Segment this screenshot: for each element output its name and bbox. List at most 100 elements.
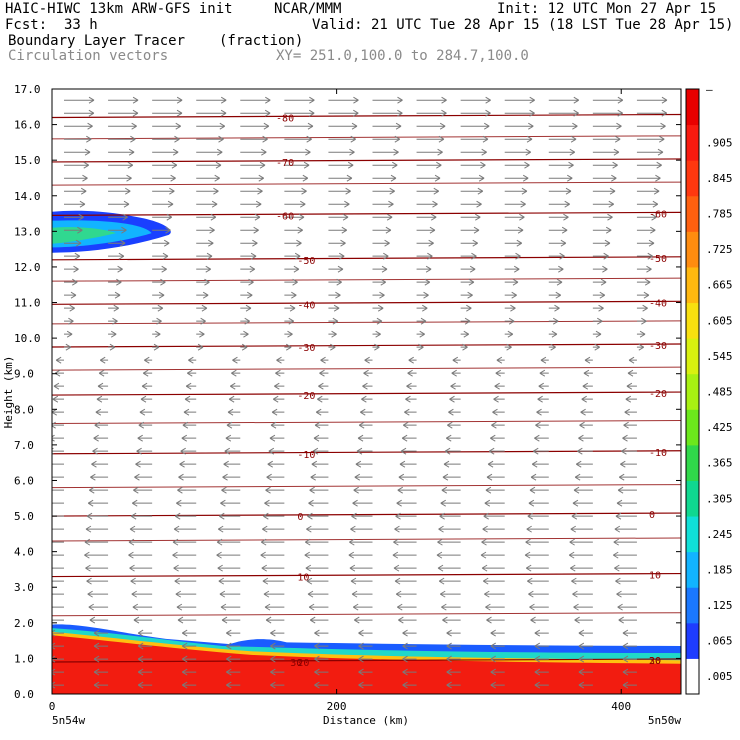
colorbar-label: .245 (706, 528, 733, 541)
wind-arrow (447, 421, 461, 429)
wind-arrow (276, 356, 285, 364)
wind-arrow (271, 408, 285, 416)
wind-arrow (308, 499, 329, 507)
wind-arrow (573, 603, 593, 611)
wind-arrow (623, 421, 637, 429)
wind-arrow (52, 421, 64, 429)
wind-arrow (140, 395, 153, 403)
wind-arrow (460, 109, 491, 117)
wind-arrow (137, 668, 153, 676)
wind-arrow (441, 603, 461, 611)
wind-arrow (460, 187, 484, 195)
wind-arrow (240, 161, 266, 169)
wind-arrow (183, 408, 197, 416)
wind-arrow (52, 447, 64, 455)
wind-arrow (53, 382, 64, 390)
wind-arrow (136, 447, 153, 455)
wind-arrow (308, 603, 329, 611)
wind-arrow (574, 473, 593, 481)
wind-arrow (527, 512, 549, 520)
wind-arrow (636, 317, 647, 325)
wind-arrow (397, 486, 417, 494)
wind-arrow (108, 330, 117, 338)
wind-arrow (261, 564, 285, 572)
y-tick-label: 17.0 (14, 83, 41, 96)
wind-arrow (226, 668, 241, 676)
wind-arrow (416, 161, 442, 169)
y-tick-label: 3.0 (14, 581, 34, 594)
wind-arrow (622, 629, 637, 637)
wind-arrow (402, 642, 417, 650)
wind-arrow (328, 265, 344, 273)
wind-arrow (152, 304, 164, 312)
contour-label: -10 (297, 450, 315, 461)
wind-arrow (314, 668, 329, 676)
wind-arrow (220, 603, 241, 611)
wind-arrow (196, 317, 206, 325)
wind-arrow (504, 226, 524, 234)
wind-arrow (396, 499, 417, 507)
wind-arrow (240, 239, 258, 247)
wind-arrow (578, 629, 593, 637)
wind-arrow (579, 421, 593, 429)
tracer-field (52, 210, 681, 694)
wind-arrow (240, 122, 270, 130)
wind-arrow (393, 538, 417, 546)
wind-arrow (64, 278, 78, 286)
colorbar-frame (685, 88, 700, 695)
wind-arrow (284, 291, 297, 299)
wind-arrow (400, 447, 417, 455)
contour-label: -20 (297, 391, 315, 402)
wind-arrow (548, 96, 580, 104)
wind-arrow (592, 109, 623, 117)
contour-line (52, 512, 681, 517)
wind-arrow (264, 603, 285, 611)
wind-arrow (144, 356, 153, 364)
wind-arrow (372, 122, 402, 130)
wind-arrow (216, 551, 241, 559)
wind-arrow (504, 213, 525, 221)
wind-arrow (460, 135, 489, 143)
wind-arrow (535, 421, 549, 429)
wind-arrow (240, 109, 271, 117)
wind-arrow (181, 629, 197, 637)
wind-arrow (52, 580, 64, 582)
wind-arrow (416, 200, 438, 208)
wind-arrow (139, 408, 153, 416)
wind-arrow (399, 460, 417, 468)
wind-arrow (196, 265, 212, 273)
wind-arrow (372, 278, 387, 286)
wind-arrow (64, 239, 82, 247)
wind-arrow (358, 655, 373, 663)
header-vectors: Circulation vectors (8, 48, 169, 64)
wind-arrow (91, 460, 109, 468)
wind-arrow (284, 239, 302, 247)
contour-line (52, 612, 681, 617)
colorbar-label: .545 (706, 350, 733, 363)
wind-arrow (64, 330, 73, 338)
wind-arrow (571, 512, 593, 520)
wind-arrow (196, 226, 215, 234)
wind-arrow (460, 239, 478, 247)
wind-arrow (484, 499, 505, 507)
wind-arrow (129, 564, 153, 572)
wind-arrow (309, 616, 329, 624)
wind-arrow (328, 187, 351, 195)
wind-arrow (460, 226, 480, 234)
wind-arrow (328, 148, 355, 156)
wind-arrow (152, 239, 170, 247)
wind-arrow (392, 551, 417, 559)
wind-arrow (622, 655, 637, 663)
wind-arrow (372, 226, 392, 234)
wind-arrow (269, 434, 285, 442)
wind-arrow (64, 226, 83, 234)
wind-arrow (615, 512, 637, 520)
wind-arrow (267, 460, 285, 468)
wind-arrow (196, 330, 205, 338)
wind-arrow (284, 252, 301, 260)
wind-arrow (64, 96, 95, 104)
wind-arrow (444, 447, 461, 455)
wind-arrow (504, 96, 535, 104)
contour-line (52, 211, 681, 216)
wind-arrow (441, 486, 461, 494)
